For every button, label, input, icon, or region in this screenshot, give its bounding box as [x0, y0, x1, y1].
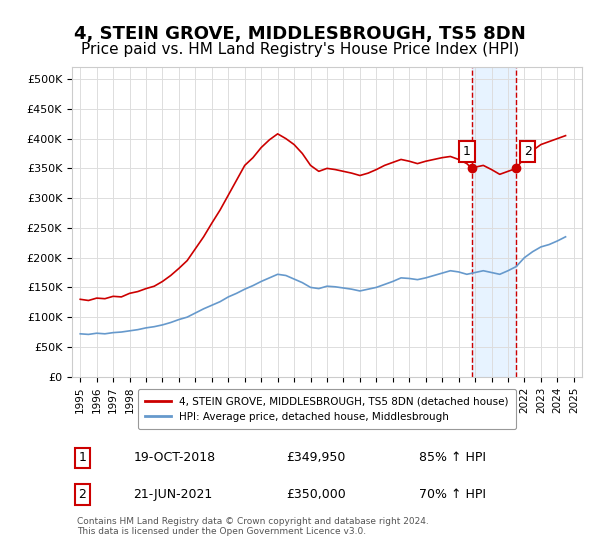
Text: 21-JUN-2021: 21-JUN-2021	[133, 488, 212, 501]
Legend: 4, STEIN GROVE, MIDDLESBROUGH, TS5 8DN (detached house), HPI: Average price, det: 4, STEIN GROVE, MIDDLESBROUGH, TS5 8DN (…	[138, 389, 516, 429]
Text: 70% ↑ HPI: 70% ↑ HPI	[419, 488, 486, 501]
Text: 19-OCT-2018: 19-OCT-2018	[133, 451, 215, 464]
Text: Price paid vs. HM Land Registry's House Price Index (HPI): Price paid vs. HM Land Registry's House …	[81, 42, 519, 57]
Bar	[472, 67, 516, 377]
Text: £349,950: £349,950	[286, 451, 346, 464]
Text: 2: 2	[524, 145, 532, 158]
Text: 1: 1	[78, 451, 86, 464]
Text: Contains HM Land Registry data © Crown copyright and database right 2024.
This d: Contains HM Land Registry data © Crown c…	[77, 517, 429, 536]
Text: 1: 1	[463, 145, 471, 158]
Text: £350,000: £350,000	[286, 488, 346, 501]
Text: 85% ↑ HPI: 85% ↑ HPI	[419, 451, 486, 464]
Text: 4, STEIN GROVE, MIDDLESBROUGH, TS5 8DN: 4, STEIN GROVE, MIDDLESBROUGH, TS5 8DN	[74, 25, 526, 43]
Text: 2: 2	[78, 488, 86, 501]
